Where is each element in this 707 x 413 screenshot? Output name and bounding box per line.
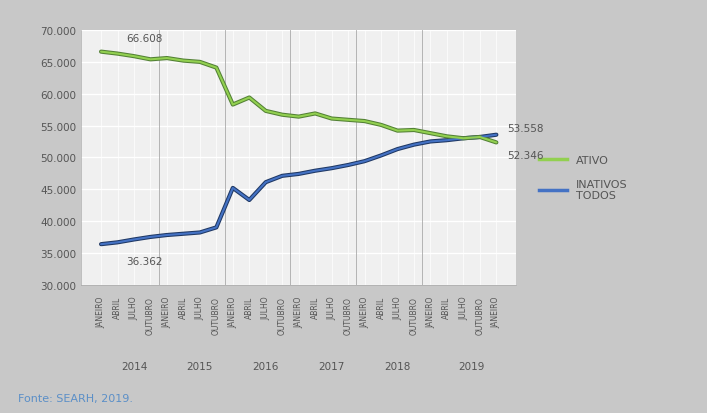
Text: ABRIL: ABRIL xyxy=(377,296,385,318)
Text: JANEIRO: JANEIRO xyxy=(228,296,238,328)
Legend: ATIVO, INATIVOS
TODOS: ATIVO, INATIVOS TODOS xyxy=(534,152,632,205)
Text: JULHO: JULHO xyxy=(129,296,139,320)
Text: Fonte: SEARH, 2019.: Fonte: SEARH, 2019. xyxy=(18,393,133,403)
Text: 53.558: 53.558 xyxy=(508,123,544,133)
Text: ABRIL: ABRIL xyxy=(245,296,254,318)
Text: OUTUBRO: OUTUBRO xyxy=(475,296,484,334)
Text: JULHO: JULHO xyxy=(327,296,336,320)
Text: OUTUBRO: OUTUBRO xyxy=(409,296,419,334)
Text: JANEIRO: JANEIRO xyxy=(360,296,369,328)
Text: OUTUBRO: OUTUBRO xyxy=(212,296,221,334)
Text: JANEIRO: JANEIRO xyxy=(492,296,501,328)
Text: ABRIL: ABRIL xyxy=(113,296,122,318)
Text: OUTUBRO: OUTUBRO xyxy=(344,296,353,334)
Text: JANEIRO: JANEIRO xyxy=(97,296,105,328)
Text: 2014: 2014 xyxy=(121,361,147,371)
Text: JANEIRO: JANEIRO xyxy=(426,296,435,328)
Text: ABRIL: ABRIL xyxy=(179,296,188,318)
Text: JANEIRO: JANEIRO xyxy=(294,296,303,328)
Text: OUTUBRO: OUTUBRO xyxy=(146,296,155,334)
Text: JANEIRO: JANEIRO xyxy=(163,296,172,328)
Text: ABRIL: ABRIL xyxy=(310,296,320,318)
Text: 2016: 2016 xyxy=(252,361,279,371)
Text: 66.608: 66.608 xyxy=(126,33,163,43)
Text: 2015: 2015 xyxy=(187,361,213,371)
Text: JULHO: JULHO xyxy=(262,296,270,320)
Text: 2018: 2018 xyxy=(385,361,411,371)
Text: JULHO: JULHO xyxy=(393,296,402,320)
Text: 2017: 2017 xyxy=(318,361,345,371)
Text: 2019: 2019 xyxy=(458,361,485,371)
Text: 36.362: 36.362 xyxy=(126,256,163,266)
Text: ABRIL: ABRIL xyxy=(443,296,452,318)
Text: JULHO: JULHO xyxy=(195,296,204,320)
Text: OUTUBRO: OUTUBRO xyxy=(278,296,287,334)
Text: 52.346: 52.346 xyxy=(508,150,544,160)
Text: JULHO: JULHO xyxy=(459,296,468,320)
